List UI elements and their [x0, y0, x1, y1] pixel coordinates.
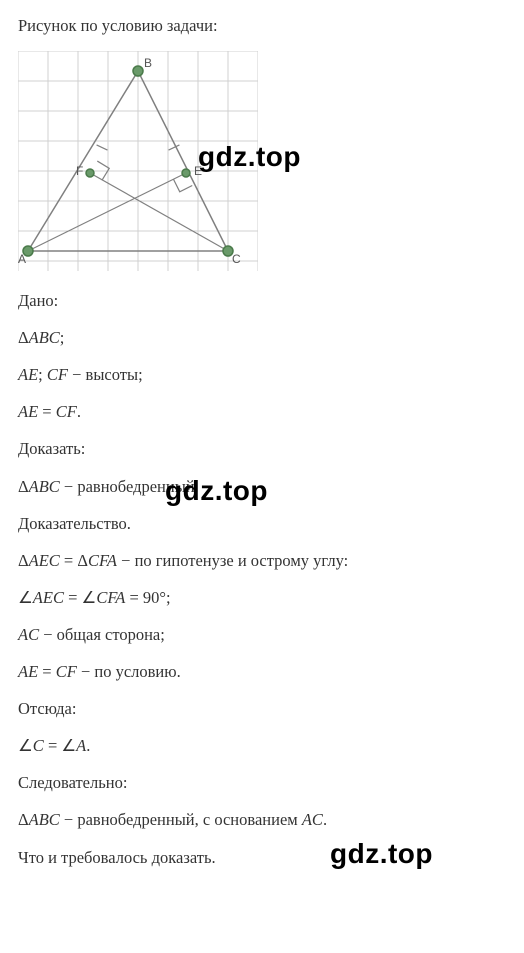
intro-text: Рисунок по условию задачи: — [18, 14, 506, 37]
proof-header: Доказательство. — [18, 512, 506, 535]
svg-text:B: B — [144, 56, 152, 70]
proof-step-1: ΔAEC = ΔCFA − по гипотенузе и острому уг… — [18, 549, 506, 572]
svg-text:C: C — [232, 252, 241, 266]
proof-step-2: ∠AEC = ∠CFA = 90°; — [18, 586, 506, 609]
given-heights: AE; CF − высоты; — [18, 363, 506, 386]
svg-text:F: F — [76, 164, 83, 178]
hence-header: Отсюда: — [18, 697, 506, 720]
qed: Что и требовалось доказать. — [18, 846, 506, 869]
prove-statement: ΔABC − равнобедренный. — [18, 475, 506, 498]
given-triangle: ΔABC; — [18, 326, 506, 349]
given-equal: AE = CF. — [18, 400, 506, 423]
svg-text:E: E — [194, 164, 202, 178]
svg-text:A: A — [18, 252, 26, 266]
therefore-header: Следовательно: — [18, 771, 506, 794]
figure-svg: A B C F E — [18, 51, 258, 271]
hence-statement: ∠C = ∠A. — [18, 734, 506, 757]
proof-step-3: AC − общая сторона; — [18, 623, 506, 646]
proof-step-4: AE = CF − по условию. — [18, 660, 506, 683]
prove-header: Доказать: — [18, 437, 506, 460]
problem-figure: ABCFE gdz.top — [18, 51, 258, 271]
given-header: Дано: — [18, 289, 506, 312]
therefore-statement: ΔABC − равнобедренный, с основанием AC. — [18, 808, 506, 831]
